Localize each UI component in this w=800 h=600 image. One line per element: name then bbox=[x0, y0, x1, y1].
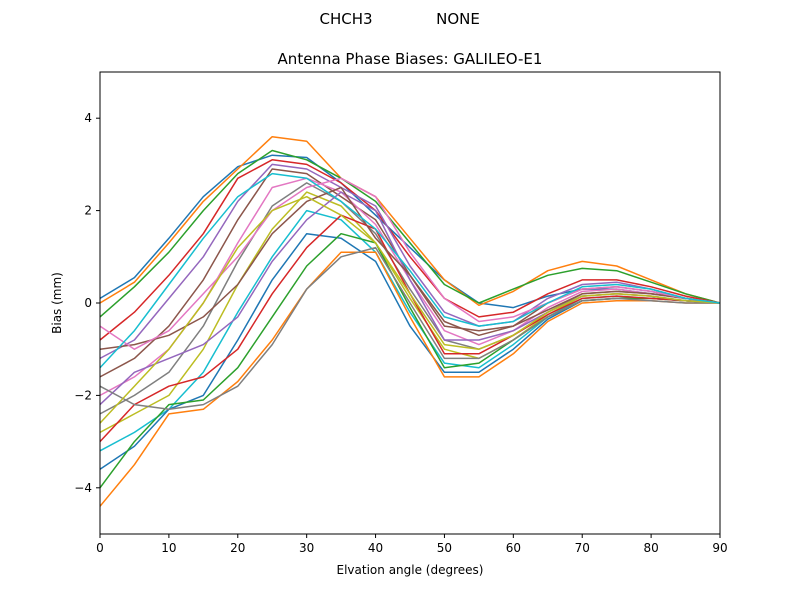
series-line-18 bbox=[99, 246, 720, 411]
y-axis: −4 −2 0 2 4 bbox=[74, 111, 100, 495]
x-tick-label: 20 bbox=[230, 541, 245, 555]
figure-station-label: CHCH3 bbox=[319, 10, 372, 28]
x-tick-label: 90 bbox=[712, 541, 727, 555]
x-tick-label: 50 bbox=[437, 541, 452, 555]
series-line-14 bbox=[99, 214, 721, 443]
series-line-16 bbox=[99, 186, 721, 350]
series-line-12 bbox=[99, 251, 720, 507]
y-tick-label: −4 bbox=[74, 481, 92, 495]
figure-antenna-label: NONE bbox=[436, 10, 480, 28]
series-line-20 bbox=[99, 172, 721, 369]
series-line-19 bbox=[99, 195, 721, 424]
x-tick-label: 10 bbox=[161, 541, 176, 555]
series-line-17 bbox=[99, 177, 721, 350]
series-line-4 bbox=[99, 159, 721, 341]
x-tick-label: 30 bbox=[299, 541, 314, 555]
x-axis: 0 10 20 30 40 50 60 70 80 90 bbox=[96, 534, 728, 555]
x-tick-label: 40 bbox=[368, 541, 383, 555]
series-line-5 bbox=[99, 163, 721, 360]
y-tick-label: 4 bbox=[84, 111, 92, 125]
y-axis-label: Bias (mm) bbox=[50, 272, 64, 334]
x-tick-label: 0 bbox=[96, 541, 104, 555]
y-tick-label: 2 bbox=[84, 204, 92, 218]
series-line-2 bbox=[99, 135, 721, 307]
y-tick-label: −2 bbox=[74, 388, 92, 402]
x-tick-label: 60 bbox=[506, 541, 521, 555]
y-tick-label: 0 bbox=[84, 296, 92, 310]
series-line-6 bbox=[99, 168, 721, 378]
plot-lines bbox=[99, 135, 721, 507]
chart-title: Antenna Phase Biases: GALILEO-E1 bbox=[278, 50, 543, 68]
x-tick-label: 80 bbox=[643, 541, 658, 555]
x-tick-label: 70 bbox=[575, 541, 590, 555]
series-line-3 bbox=[99, 149, 721, 318]
x-axis-label: Elvation angle (degrees) bbox=[337, 563, 484, 577]
